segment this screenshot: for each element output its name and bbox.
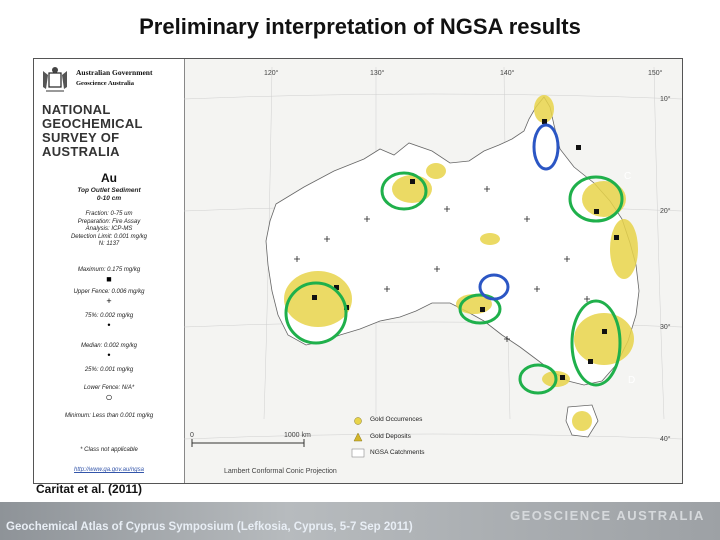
survey-title: NATIONAL GEOCHEMICAL SURVEY OF AUSTRALIA bbox=[42, 102, 143, 159]
key-ngsa-catchments: NGSA Catchments bbox=[370, 449, 425, 456]
scale-bar bbox=[191, 439, 305, 447]
agency-name: Geoscience Australia bbox=[76, 80, 134, 87]
ngsa-link[interactable]: http://www.ga.gov.au/ngsa bbox=[74, 467, 144, 473]
label-f: F bbox=[450, 291, 456, 302]
map-area: 120° 130° 140° 150° 10° 20° 30° 40° bbox=[184, 59, 682, 483]
lon-tick: 150° bbox=[648, 69, 663, 77]
circle-f bbox=[458, 293, 502, 325]
brand-logo: GEOSCIENCE AUSTRALIA bbox=[510, 508, 705, 523]
government-name: Australian Government bbox=[76, 68, 153, 77]
label-a: A bbox=[374, 279, 381, 290]
footer-text: Geochemical Atlas of Cyprus Symposium (L… bbox=[6, 521, 413, 533]
label-c: C bbox=[624, 171, 631, 182]
blue-circle-centre bbox=[478, 273, 510, 301]
scale-end: 1000 km bbox=[284, 432, 311, 439]
gold-occurrence-clusters bbox=[284, 95, 638, 431]
ngsa-map-figure: Australian Government Geoscience Austral… bbox=[33, 58, 683, 484]
scale-start: 0 bbox=[190, 432, 194, 439]
australia-map: 120° 130° 140° 150° 10° 20° 30° 40° bbox=[184, 66, 682, 475]
circle-c bbox=[568, 175, 624, 223]
key-gold-occurrences: Gold Occurrences bbox=[370, 416, 423, 423]
label-b: B bbox=[378, 171, 385, 182]
blue-circle-north bbox=[532, 123, 560, 171]
gold-deposit-icon bbox=[353, 432, 363, 442]
legend-panel: Australian Government Geoscience Austral… bbox=[34, 59, 185, 483]
element-symbol: Au bbox=[101, 171, 117, 185]
class-minimum: Minimum: Less than 0.001 mg/kg bbox=[64, 413, 154, 419]
circle-d bbox=[570, 299, 622, 387]
circle-symbol-icon: ○ bbox=[105, 390, 113, 404]
circle-a bbox=[284, 281, 348, 345]
lat-tick: 20° bbox=[660, 207, 671, 215]
catchment-icon bbox=[351, 448, 365, 458]
class-median: Median: 0.002 mg/kg bbox=[80, 343, 138, 349]
footer-bar bbox=[0, 502, 720, 540]
lon-tick: 120° bbox=[264, 69, 279, 77]
slide-title: Preliminary interpretation of NGSA resul… bbox=[139, 14, 581, 39]
sample-type: Top Outlet Sediment 0-10 cm bbox=[77, 187, 141, 202]
circle-b bbox=[380, 171, 428, 211]
coat-of-arms-icon bbox=[43, 67, 67, 92]
class-25-percent: 25%: 0.001 mg/kg bbox=[84, 367, 134, 373]
lon-tick: 140° bbox=[500, 69, 515, 77]
small-dot-symbol-icon: • bbox=[107, 350, 111, 360]
label-d: D bbox=[628, 375, 635, 386]
upper-fence-crosses bbox=[294, 186, 590, 342]
lat-tick: 10° bbox=[660, 95, 671, 103]
class-maximum: Maximum: 0.175 mg/kg bbox=[77, 267, 141, 273]
class-lower-fence: Lower Fence: N/A* bbox=[83, 385, 135, 391]
citation: Caritat et al. (2011) bbox=[36, 482, 143, 496]
lon-tick: 130° bbox=[370, 69, 385, 77]
class-75-percent: 75%: 0.002 mg/kg bbox=[84, 313, 134, 319]
interpretation-circles bbox=[284, 123, 624, 395]
lat-tick: 40° bbox=[660, 435, 671, 443]
circle-e bbox=[518, 363, 558, 395]
cross-symbol-icon: + bbox=[106, 296, 112, 306]
projection-label: Lambert Conformal Conic Projection bbox=[224, 468, 337, 475]
legend-note: * Class not applicable bbox=[80, 447, 138, 453]
gold-occurrence-icon bbox=[354, 417, 362, 425]
square-symbol-icon: ■ bbox=[106, 274, 112, 284]
government-header: Australian Government Geoscience Austral… bbox=[40, 65, 180, 97]
lat-tick: 30° bbox=[660, 323, 671, 331]
dot-symbol-icon: • bbox=[107, 320, 111, 330]
method-info: Fraction: 0-75 um Preparation: Fire Assa… bbox=[70, 211, 148, 247]
key-gold-deposits: Gold Deposits bbox=[370, 433, 411, 440]
class-upper-fence: Upper Fence: 0.006 mg/kg bbox=[73, 289, 145, 295]
